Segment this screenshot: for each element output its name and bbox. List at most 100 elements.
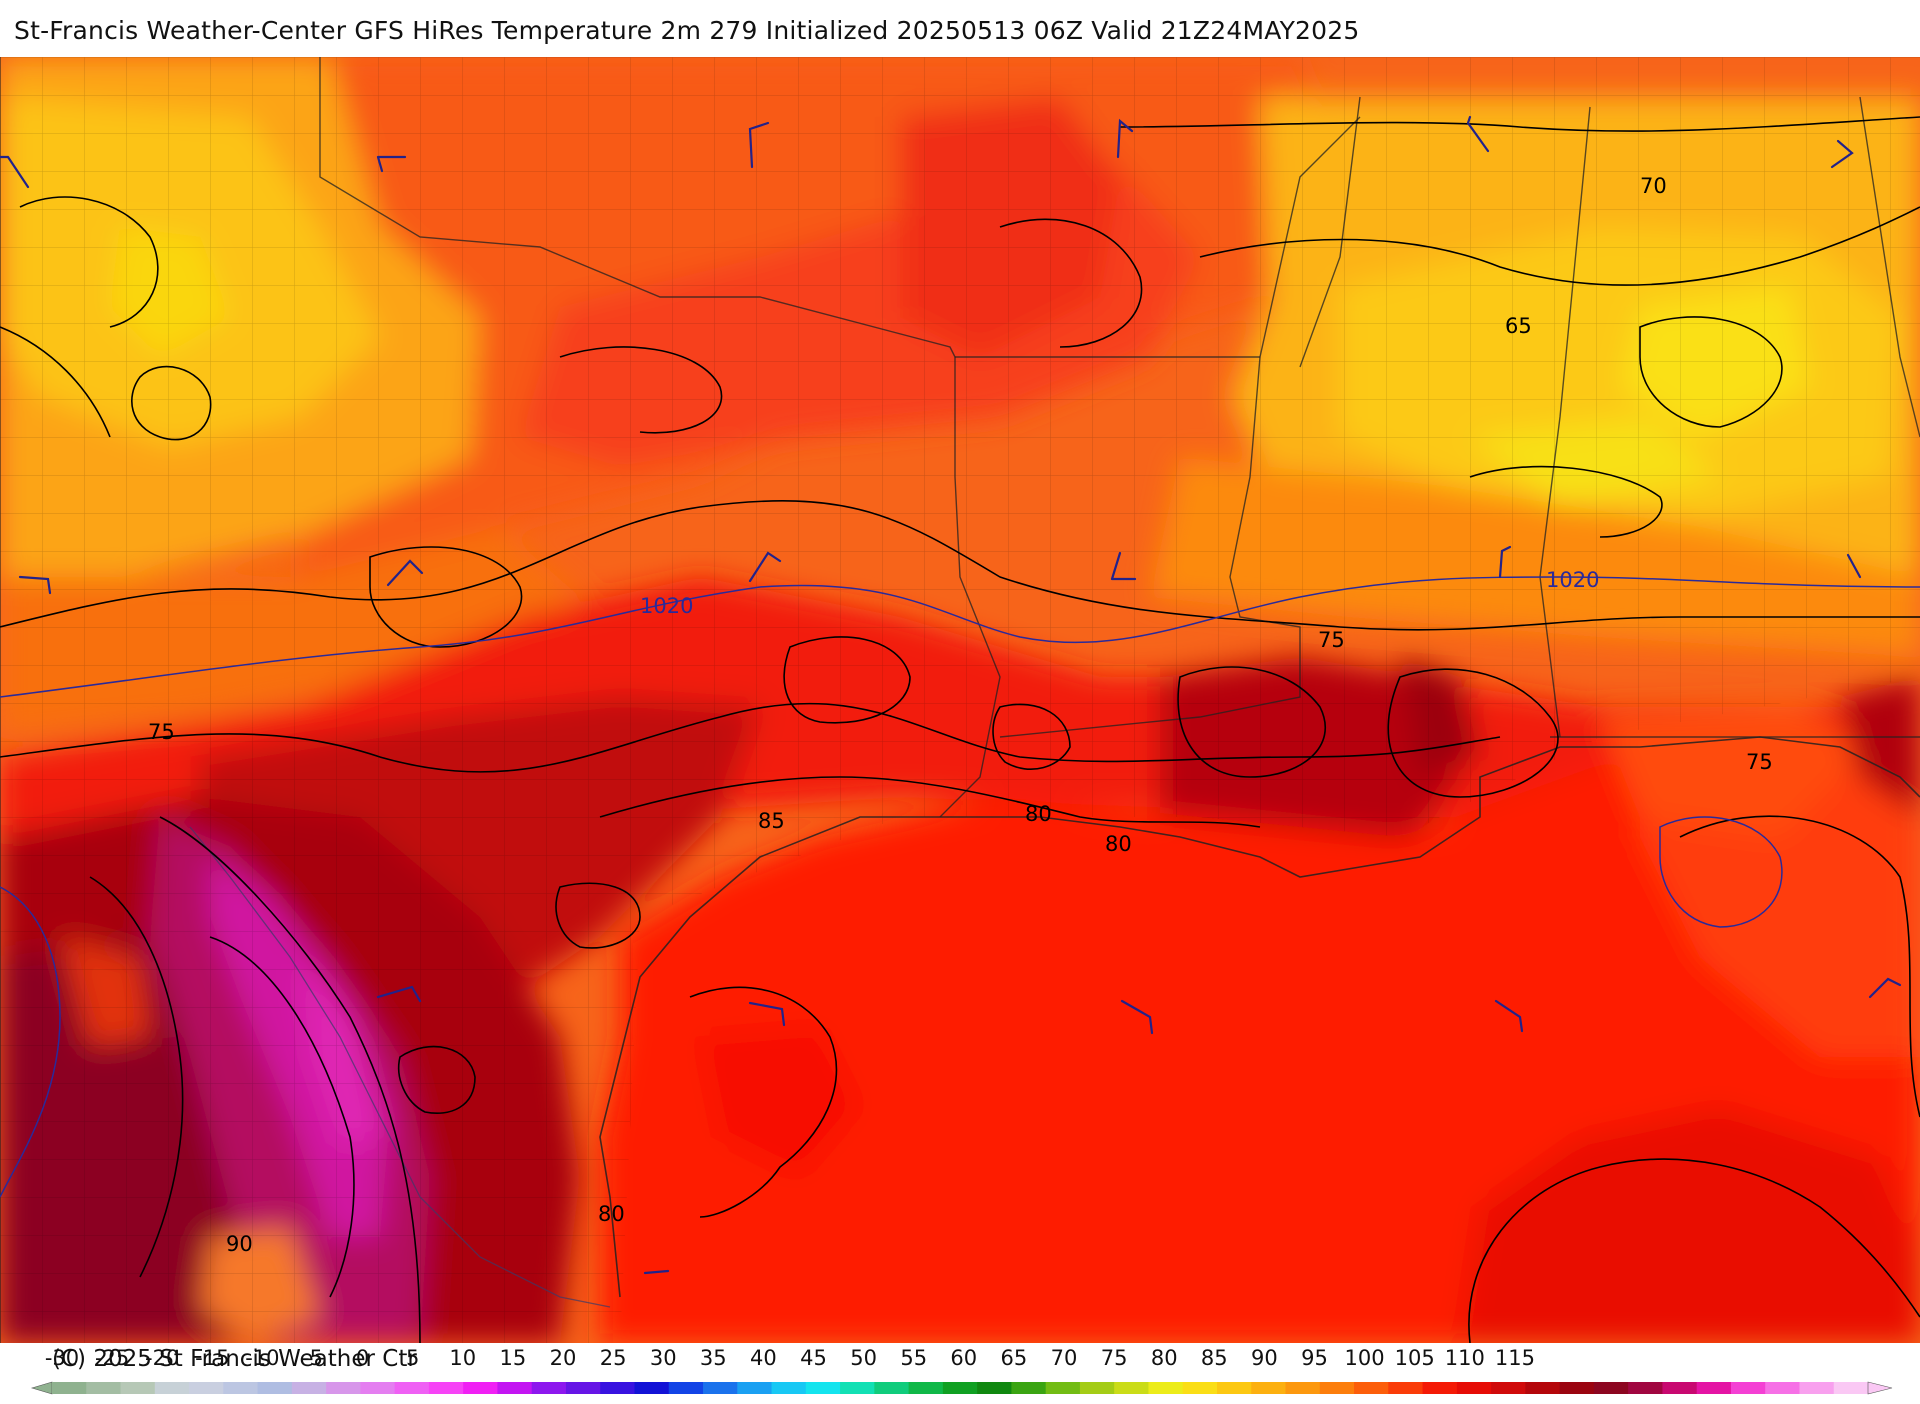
legend-color-swatch <box>360 1382 396 1394</box>
legend-color-swatch <box>805 1382 841 1394</box>
legend-color-swatch <box>1456 1382 1492 1394</box>
gulf-coastline <box>599 736 1920 1298</box>
legend-color-swatch <box>1388 1382 1424 1394</box>
legend-color-swatch <box>497 1382 533 1394</box>
legend-color-swatch <box>1799 1382 1835 1394</box>
legend-color-swatch <box>908 1382 944 1394</box>
copyright-text: (C) 2025 St Francis Weather Ctr <box>52 1346 417 1372</box>
county-boundaries <box>0 57 1920 1343</box>
legend-tick-label: 50 <box>850 1346 877 1370</box>
legend-color-swatch <box>634 1382 670 1394</box>
legend-color-swatch <box>565 1382 601 1394</box>
legend-tick-label: -15 <box>195 1346 229 1370</box>
svg-text:75: 75 <box>148 720 175 744</box>
legend-color-swatch <box>771 1382 807 1394</box>
legend-color-swatch <box>394 1382 430 1394</box>
legend-tick-label: 65 <box>1001 1346 1028 1370</box>
legend-tick-label: 100 <box>1345 1346 1385 1370</box>
legend-color-swatch <box>942 1382 978 1394</box>
legend-tick-label: 15 <box>500 1346 527 1370</box>
legend-color-swatch <box>428 1382 464 1394</box>
legend-tick-label: 105 <box>1395 1346 1435 1370</box>
isotherm-contours <box>0 116 1920 1343</box>
svg-text:65: 65 <box>1505 314 1532 338</box>
legend-tick-label: 70 <box>1051 1346 1078 1370</box>
legend-min-arrow <box>30 1381 53 1395</box>
svg-text:1020: 1020 <box>1546 568 1599 592</box>
legend-color-swatch <box>1662 1382 1698 1394</box>
isobar-contours <box>0 576 1920 1198</box>
svg-text:80: 80 <box>1025 802 1052 826</box>
legend-color-swatch <box>154 1382 190 1394</box>
legend-color-swatch <box>1079 1382 1115 1394</box>
svg-text:80: 80 <box>598 1202 625 1226</box>
legend-color-swatch <box>1559 1382 1595 1394</box>
legend-color-swatch <box>326 1382 361 1394</box>
legend-tick-label: 75 <box>1101 1346 1128 1370</box>
legend-tick-labels: -30 -25 -20 -15 -10 -5 0 5 10 15 20 25 30 35 40 45 50 55 6… <box>45 1346 1535 1370</box>
legend-color-swatch <box>1114 1382 1149 1394</box>
svg-text:85: 85 <box>758 809 785 833</box>
legend-tick-label: -20 <box>145 1346 179 1370</box>
legend-tick-label: 30 <box>650 1346 677 1370</box>
legend-tick-label: 0 <box>356 1346 369 1370</box>
state-borders <box>0 57 1920 1343</box>
legend-tick-label: -10 <box>245 1346 279 1370</box>
legend-tick-label: 80 <box>1151 1346 1178 1370</box>
legend-color-swatch <box>1491 1382 1526 1394</box>
map-title: St-Francis Weather-Center GFS HiRes Temp… <box>14 16 1360 45</box>
svg-text:75: 75 <box>1746 750 1773 774</box>
legend-color-swatch <box>737 1382 773 1394</box>
legend-color-swatch <box>1319 1382 1355 1394</box>
legend-color-swatch <box>600 1382 635 1394</box>
legend-color-swatch <box>1182 1382 1218 1394</box>
legend-color-swatch <box>463 1382 498 1394</box>
legend-tick-label: 55 <box>900 1346 927 1370</box>
legend-color-swatch <box>1011 1382 1047 1394</box>
legend-color-swatch <box>1628 1382 1663 1394</box>
legend-tick-label: -30 <box>45 1346 79 1370</box>
svg-text:70: 70 <box>1640 174 1667 198</box>
legend-color-swatch <box>840 1382 875 1394</box>
svg-text:80: 80 <box>1105 832 1132 856</box>
legend-color-swatch <box>1833 1382 1869 1394</box>
legend-tick-label: 95 <box>1301 1346 1328 1370</box>
legend-color-swatch <box>223 1382 259 1394</box>
legend-color-swatch <box>1730 1382 1766 1394</box>
legend-tick-label: 20 <box>550 1346 577 1370</box>
legend-color-swatch <box>257 1382 293 1394</box>
legend-color-swatch <box>1696 1382 1732 1394</box>
legend-color-swatch <box>52 1382 87 1394</box>
legend-color-swatch <box>1216 1382 1252 1394</box>
legend-color-swatch <box>668 1382 704 1394</box>
legend-tick-label: 10 <box>449 1346 476 1370</box>
legend-color-swatch <box>1593 1382 1629 1394</box>
legend-color-swatch <box>291 1382 327 1394</box>
legend-color-swatch <box>977 1382 1012 1394</box>
legend-color-swatch <box>1285 1382 1321 1394</box>
legend-color-swatch <box>1422 1382 1458 1394</box>
wind-barbs <box>0 115 1902 1275</box>
legend-color-swatch <box>874 1382 910 1394</box>
legend-color-swatch <box>86 1382 122 1394</box>
legend-color-swatch <box>1765 1382 1800 1394</box>
legend-color-swatch <box>120 1382 156 1394</box>
legend-tick-label: 40 <box>750 1346 777 1370</box>
legend-color-swatch <box>1251 1382 1287 1394</box>
legend-color-swatch <box>1148 1382 1184 1394</box>
legend-tick-label: 90 <box>1251 1346 1278 1370</box>
svg-text:75: 75 <box>1318 628 1345 652</box>
legend-color-swatch <box>189 1382 224 1394</box>
legend-tick-label: 115 <box>1495 1346 1535 1370</box>
legend-tick-label: 60 <box>950 1346 977 1370</box>
legend-color-swatch <box>531 1382 567 1394</box>
legend-tick-label: 5 <box>406 1346 419 1370</box>
isotherm-labels: 70 65 75 75 75 80 80 80 85 90 <box>148 174 1773 1256</box>
legend-tick-label: 35 <box>700 1346 727 1370</box>
svg-text:1020: 1020 <box>640 594 693 618</box>
temperature-map[interactable]: 70 65 75 75 75 80 80 80 85 90 1020 1020 <box>0 57 1920 1343</box>
legend-color-swatch <box>1045 1382 1081 1394</box>
isobar-labels: 1020 1020 <box>640 568 1599 618</box>
legend-color-swatch <box>1354 1382 1389 1394</box>
legend-tick-label: -25 <box>95 1346 129 1370</box>
